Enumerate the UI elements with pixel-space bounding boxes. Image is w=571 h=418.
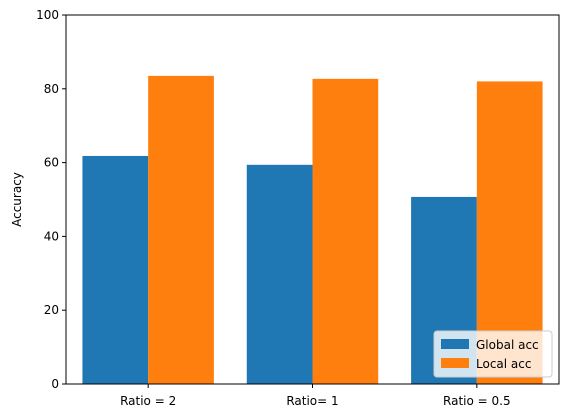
x-axis: Ratio = 2 Ratio= 1 Ratio = 0.5 [120, 384, 511, 408]
y-tick-label: 0 [51, 377, 59, 391]
y-tick-label: 80 [44, 82, 59, 96]
legend-label: Global acc [476, 338, 539, 352]
y-tick-label: 40 [44, 229, 59, 243]
x-tick-label: Ratio = 0.5 [443, 394, 511, 408]
legend-label: Local acc [476, 357, 531, 371]
bar-local-acc-1 [312, 78, 379, 384]
x-tick-label: Ratio= 1 [286, 394, 338, 408]
bars-group [82, 75, 543, 385]
y-tick-label: 60 [44, 156, 59, 170]
y-tick-label: 100 [36, 8, 59, 22]
y-axis-label: Accuracy [10, 172, 24, 227]
y-tick-label: 20 [44, 303, 59, 317]
y-axis: 0 20 40 60 80 100 [36, 8, 66, 391]
bar-global-acc-0 [82, 155, 149, 384]
bar-global-acc-1 [246, 164, 313, 384]
legend-swatch [441, 339, 469, 349]
bar-local-acc-0 [148, 75, 214, 384]
legend: Global acc Local acc [433, 330, 553, 378]
x-tick-label: Ratio = 2 [120, 394, 176, 408]
legend-swatch [441, 358, 469, 368]
